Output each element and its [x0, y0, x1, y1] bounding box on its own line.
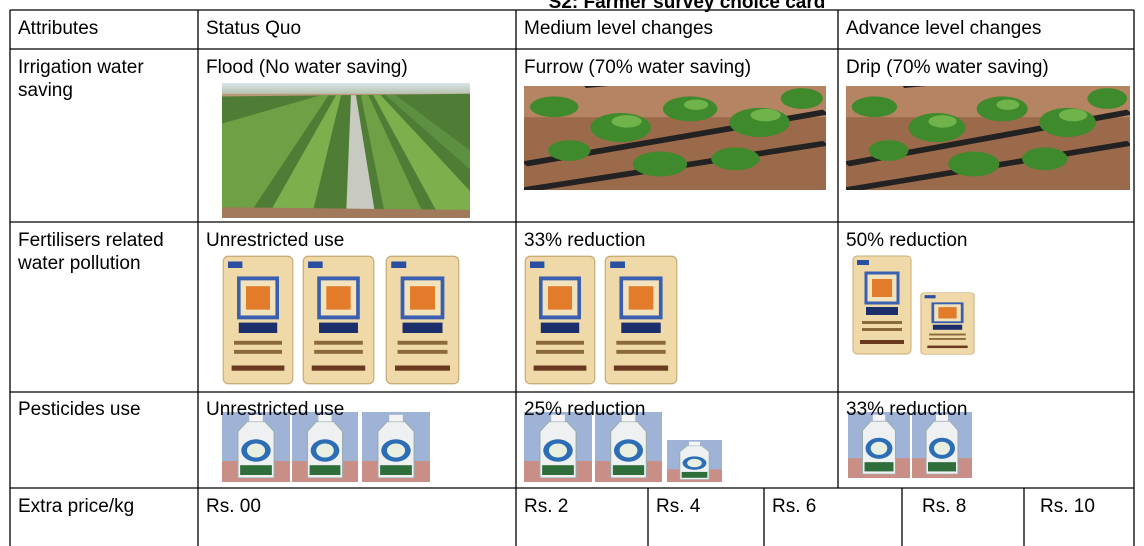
attribute-cell: Extra price/kg [18, 496, 135, 517]
furrow-image [524, 65, 826, 190]
attribute-cell: Fertilisers related water pollution [18, 230, 164, 274]
table-borders [9, 9, 1135, 546]
bottle-image [524, 412, 592, 482]
drip-image [846, 65, 1130, 190]
bottle-image [848, 412, 910, 478]
pesticide-images [222, 412, 972, 482]
irrigation-images [222, 65, 1130, 218]
bag-image [920, 292, 975, 355]
header-cell: Status Quo [206, 18, 302, 39]
bag-image [604, 255, 678, 385]
flood-image [222, 83, 470, 218]
bag-image [852, 255, 912, 355]
bottle-image [912, 412, 972, 478]
option-cell: 25% reduction [524, 399, 646, 420]
price-cell: Rs. 6 [772, 496, 817, 517]
title: S2: Farmer survey choice card [548, 0, 826, 13]
header-cell: Attributes [18, 18, 99, 39]
bag-image [524, 255, 596, 385]
option-cell: Unrestricted use [206, 230, 345, 251]
price-cell: Rs. 8 [922, 496, 967, 517]
bag-image [385, 255, 460, 385]
price-cell: Rs. 00 [206, 496, 261, 517]
option-cell: Flood (No water saving) [206, 57, 408, 78]
bottle-image [362, 412, 430, 482]
option-cell: Drip (70% water saving) [846, 57, 1049, 78]
attribute-cell: Irrigation water saving [18, 57, 144, 101]
price-cell: Rs. 2 [524, 496, 569, 517]
header-cell: Advance level changes [846, 18, 1042, 39]
option-cell: Furrow (70% water saving) [524, 57, 752, 78]
price-cell: Rs. 4 [656, 496, 701, 517]
fertiliser-images [222, 255, 975, 385]
bottle-image [595, 412, 662, 482]
attribute-cell: Pesticides use [18, 399, 141, 420]
option-cell: 33% reduction [524, 230, 646, 251]
bottle-image [292, 412, 358, 482]
option-cell: 50% reduction [846, 230, 968, 251]
bottle-image [667, 440, 722, 482]
header-cell: Medium level changes [524, 18, 714, 39]
option-cell: Unrestricted use [206, 399, 345, 420]
option-cell: 33% reduction [846, 399, 968, 420]
bag-image [302, 255, 375, 385]
bag-image [222, 255, 294, 385]
bottle-image [222, 412, 290, 482]
price-cell: Rs. 10 [1040, 496, 1095, 517]
